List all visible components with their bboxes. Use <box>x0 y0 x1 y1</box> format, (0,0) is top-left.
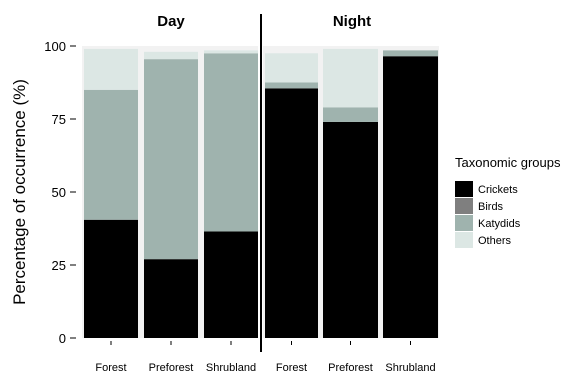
legend-swatch-crickets <box>455 181 473 197</box>
legend-title: Taxonomic groups <box>455 155 561 170</box>
bar-day-preforest-katydids <box>144 59 198 260</box>
y-tick-label: 25 <box>52 258 66 273</box>
y-axis-title: Percentage of occurrence (%) <box>10 79 29 305</box>
bar-night-forest-others <box>265 53 318 83</box>
legend-swatch-katydids <box>455 215 473 231</box>
bar-day-shrubland-others <box>204 50 258 54</box>
bar-day-forest-others <box>84 48 138 90</box>
y-tick-label: 75 <box>52 112 66 127</box>
bar-night-preforest-crickets <box>323 121 378 338</box>
bar-night-preforest-katydids <box>323 107 378 122</box>
legend-label-crickets: Crickets <box>478 184 518 196</box>
y-tick-label: 100 <box>44 39 66 54</box>
panel-titles: Day Night <box>157 13 371 30</box>
bars-layer <box>84 48 438 338</box>
bar-day-forest-katydids <box>84 89 138 220</box>
category-label: Forest <box>95 362 126 372</box>
legend-label-katydids: Katydids <box>478 218 521 230</box>
bar-day-preforest-others <box>144 51 198 60</box>
legend-label-others: Others <box>478 235 512 247</box>
legend: Taxonomic groups Crickets Birds Katydids Ot… <box>455 155 561 248</box>
category-labels: Forest Preforest Shrubland Forest Preforest S… <box>95 341 436 372</box>
bar-night-shrubland-crickets <box>383 56 438 338</box>
legend-label-birds: Birds <box>478 201 504 213</box>
legend-swatch-others <box>455 232 473 248</box>
category-label: Shrubland <box>385 362 435 372</box>
bar-day-forest-crickets <box>84 219 138 338</box>
category-label: Shrubland <box>206 362 256 372</box>
bar-night-forest-crickets <box>265 88 318 338</box>
legend-swatch-birds <box>455 198 473 214</box>
bar-night-shrubland-katydids <box>383 50 438 57</box>
y-axis: 0 25 50 75 100 <box>44 39 76 346</box>
panel-title: Night <box>333 13 371 30</box>
panel-title: Day <box>157 13 185 30</box>
bar-day-shrubland-crickets <box>204 231 258 338</box>
bar-night-preforest-others <box>323 48 378 108</box>
y-tick-label: 50 <box>52 185 66 200</box>
y-tick-label: 0 <box>59 331 66 346</box>
category-label: Preforest <box>328 362 373 372</box>
category-label: Forest <box>276 362 307 372</box>
category-label: Preforest <box>149 362 194 372</box>
bar-day-preforest-crickets <box>144 259 198 338</box>
bar-day-shrubland-katydids <box>204 53 258 232</box>
bar-night-forest-katydids <box>265 82 318 89</box>
